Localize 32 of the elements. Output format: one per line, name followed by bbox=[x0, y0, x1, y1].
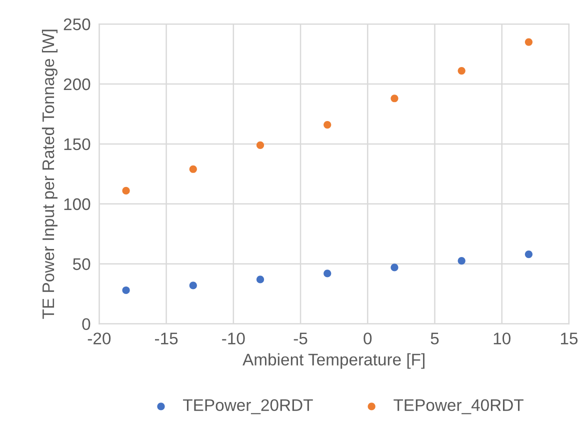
point bbox=[256, 276, 264, 284]
point bbox=[390, 264, 398, 272]
legend-label: TEPower_20RDT bbox=[183, 399, 313, 414]
x-axis-title: Ambient Temperature [F] bbox=[242, 353, 424, 369]
point bbox=[524, 250, 533, 258]
point bbox=[122, 286, 130, 294]
y-tick-label: 50 bbox=[72, 258, 90, 270]
point bbox=[256, 141, 264, 149]
point bbox=[324, 270, 332, 278]
point bbox=[324, 120, 332, 129]
y-axis-title: TE Power Input per Rated Tonnage [W] bbox=[42, 30, 58, 319]
point bbox=[189, 282, 197, 290]
y-tick-label: 150 bbox=[64, 138, 90, 150]
y-tick-label: 0 bbox=[82, 318, 90, 330]
x-tick-label: -15 bbox=[154, 332, 178, 344]
y-tick-label: 250 bbox=[64, 18, 90, 30]
x-tick-label: 0 bbox=[364, 332, 372, 344]
x-tick-label: 15 bbox=[560, 332, 578, 344]
x-tick-label: 10 bbox=[494, 332, 510, 344]
point bbox=[122, 186, 130, 195]
point bbox=[189, 165, 197, 173]
y-tick-label: 200 bbox=[64, 78, 90, 90]
x-tick-label: -20 bbox=[88, 332, 111, 344]
legend-label: TEPower_40RDT bbox=[394, 399, 524, 414]
x-tick-label: -5 bbox=[294, 332, 308, 344]
y-tick-label: 100 bbox=[64, 198, 90, 210]
x-tick-label: -10 bbox=[222, 332, 245, 344]
point bbox=[390, 94, 398, 102]
x-tick-label: 5 bbox=[430, 332, 439, 344]
point bbox=[458, 257, 466, 265]
point bbox=[524, 38, 533, 46]
point bbox=[458, 66, 466, 75]
